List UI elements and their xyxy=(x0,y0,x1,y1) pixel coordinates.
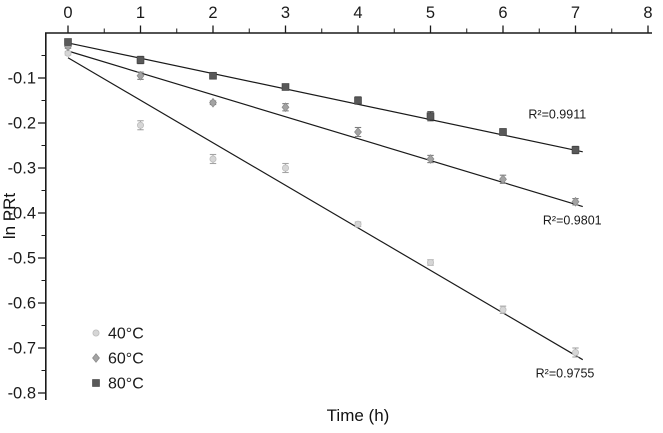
x-tick-label: 2 xyxy=(208,4,217,22)
x-tick-label: 7 xyxy=(571,4,580,22)
r2-annotation: R²=0.9755 xyxy=(536,366,595,380)
legend-label-40c: 40°C xyxy=(108,326,144,343)
data-point-40c xyxy=(426,258,434,266)
y-tick-label: -0.8 xyxy=(8,385,36,403)
x-tick-label: 6 xyxy=(498,4,507,22)
legend-label-80c: 80°C xyxy=(108,376,144,393)
y-tick-label: -0.4 xyxy=(8,205,36,223)
data-point-60c xyxy=(209,97,217,108)
data-point-80c xyxy=(136,56,145,64)
y-axis-title: ln PRt xyxy=(0,192,19,240)
data-point-80c xyxy=(354,96,362,105)
legend-marker-60c xyxy=(92,353,100,363)
x-axis-title: Time (h) xyxy=(326,406,390,425)
y-tick-label: -0.3 xyxy=(8,160,36,178)
fit-line-40c xyxy=(67,57,584,361)
y-tick-label: -0.1 xyxy=(8,70,36,88)
r2-annotation: R²=0.9911 xyxy=(528,108,586,122)
data-point-40c xyxy=(499,306,507,314)
y-tick-label: -0.2 xyxy=(8,115,36,133)
x-tick-label: 0 xyxy=(63,4,72,22)
legend-marker-80c xyxy=(92,379,100,387)
x-tick-label: 4 xyxy=(353,4,362,22)
x-tick-label: 3 xyxy=(281,4,290,22)
data-point-80c xyxy=(209,71,217,80)
data-point-60c xyxy=(354,127,362,137)
data-point-80c xyxy=(499,128,507,136)
x-tick-label: 5 xyxy=(426,4,435,22)
data-point-40c xyxy=(354,220,362,228)
y-tick-label: -0.6 xyxy=(8,295,36,313)
fit-line-60c xyxy=(67,50,583,208)
data-point-60c xyxy=(426,154,435,164)
data-point-80c xyxy=(64,38,72,46)
legend-label-60c: 60°C xyxy=(108,351,144,368)
data-point-40c xyxy=(209,155,217,163)
x-tick-label: 1 xyxy=(136,4,145,22)
y-tick-label: -0.5 xyxy=(8,250,36,268)
x-tick-label: 8 xyxy=(643,4,652,22)
data-point-80c xyxy=(571,146,580,154)
r2-annotation: R²=0.9801 xyxy=(543,213,602,227)
data-point-40c xyxy=(572,348,580,356)
data-point-40c xyxy=(136,121,144,129)
fit-line-80c xyxy=(67,42,583,153)
legend-marker-40c xyxy=(92,329,100,337)
data-point-60c xyxy=(281,102,290,113)
data-point-60c xyxy=(499,174,507,185)
y-tick-label: -0.7 xyxy=(8,340,36,358)
data-point-40c xyxy=(281,164,289,172)
data-point-60c xyxy=(571,196,580,207)
data-point-80c xyxy=(281,83,290,91)
data-point-80c xyxy=(426,112,435,121)
data-point-60c xyxy=(136,70,145,81)
